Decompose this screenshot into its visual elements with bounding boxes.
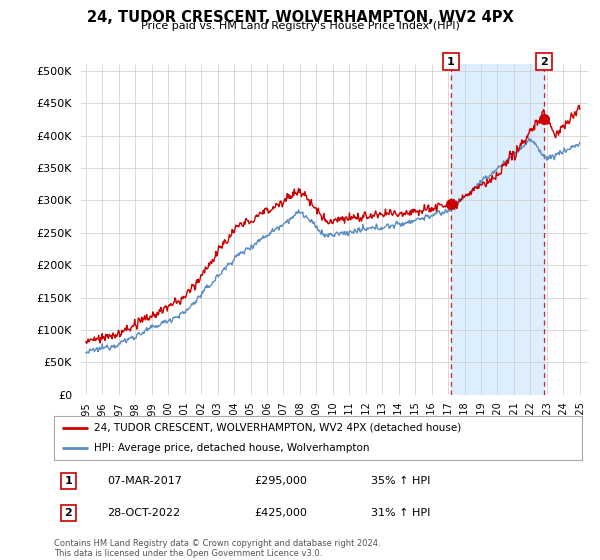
Bar: [451, 64, 544, 395]
Text: 24, TUDOR CRESCENT, WOLVERHAMPTON, WV2 4PX: 24, TUDOR CRESCENT, WOLVERHAMPTON, WV2 4…: [86, 10, 514, 25]
Text: 2: 2: [65, 508, 73, 518]
Text: 31% ↑ HPI: 31% ↑ HPI: [371, 508, 430, 518]
Text: Price paid vs. HM Land Registry's House Price Index (HPI): Price paid vs. HM Land Registry's House …: [140, 21, 460, 31]
Text: 07-MAR-2017: 07-MAR-2017: [107, 476, 182, 486]
Text: 1: 1: [65, 476, 73, 486]
Text: Contains HM Land Registry data © Crown copyright and database right 2024.
This d: Contains HM Land Registry data © Crown c…: [54, 539, 380, 558]
Text: 1: 1: [447, 57, 455, 67]
Text: 2: 2: [540, 57, 548, 67]
Text: £425,000: £425,000: [254, 508, 308, 518]
Text: £295,000: £295,000: [254, 476, 308, 486]
Text: 28-OCT-2022: 28-OCT-2022: [107, 508, 180, 518]
Text: 24, TUDOR CRESCENT, WOLVERHAMPTON, WV2 4PX (detached house): 24, TUDOR CRESCENT, WOLVERHAMPTON, WV2 4…: [94, 423, 461, 433]
Text: HPI: Average price, detached house, Wolverhampton: HPI: Average price, detached house, Wolv…: [94, 443, 369, 453]
Text: 35% ↑ HPI: 35% ↑ HPI: [371, 476, 430, 486]
